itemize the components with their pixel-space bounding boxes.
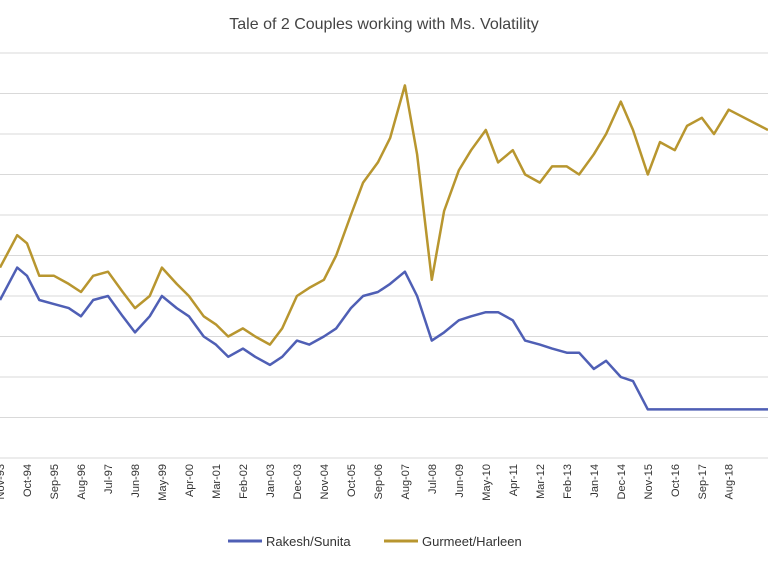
x-axis-tick-labels: Nov-93 Oct-94 Sep-95 Aug-96 Jul-97 Jun-98 May-… (0, 464, 736, 501)
x-tick-label: Jan-03 (265, 464, 277, 498)
x-tick-label: Jun-09 (454, 464, 466, 498)
legend: Rakesh/Sunita Gurmeet/Harleen (228, 534, 522, 549)
chart-title: Tale of 2 Couples working with Ms. Volat… (229, 16, 538, 33)
x-tick-label: May-99 (157, 464, 169, 501)
series-line-rakesh (0, 266, 768, 411)
x-tick-label: Oct-94 (22, 464, 34, 497)
x-tick-label: Apr-00 (184, 464, 196, 497)
x-tick-label: Jul-08 (427, 464, 439, 494)
x-tick-label: Mar-12 (535, 464, 547, 499)
x-tick-label: Aug-18 (724, 464, 736, 499)
x-tick-label: Feb-02 (238, 464, 250, 499)
x-tick-label: Jul-97 (103, 464, 115, 494)
x-tick-label: Jun-98 (130, 464, 142, 498)
x-tick-label: Sep-06 (373, 464, 385, 499)
x-tick-label: Feb-13 (562, 464, 574, 499)
x-tick-label: Sep-17 (697, 464, 709, 499)
series-line-gurmeet (0, 84, 768, 346)
x-tick-label: Nov-15 (643, 464, 655, 499)
gridlines (0, 52, 768, 459)
x-tick-label: Mar-01 (211, 464, 223, 499)
x-tick-label: Sep-95 (49, 464, 61, 499)
x-tick-label: Jan-14 (589, 464, 601, 498)
x-tick-label: May-10 (481, 464, 493, 501)
series-lines (0, 84, 768, 411)
x-tick-label: Aug-07 (400, 464, 412, 499)
legend-label-gurmeet: Gurmeet/Harleen (422, 534, 522, 549)
x-tick-label: Apr-11 (508, 464, 520, 496)
x-tick-label: Dec-14 (616, 464, 628, 499)
x-tick-label: Dec-03 (292, 464, 304, 499)
x-tick-label: Oct-05 (346, 464, 358, 497)
legend-label-rakesh: Rakesh/Sunita (266, 534, 351, 549)
x-tick-label: Nov-93 (0, 464, 7, 499)
x-tick-label: Aug-96 (76, 464, 88, 499)
x-tick-label: Nov-04 (319, 464, 331, 499)
x-tick-label: Oct-16 (670, 464, 682, 497)
